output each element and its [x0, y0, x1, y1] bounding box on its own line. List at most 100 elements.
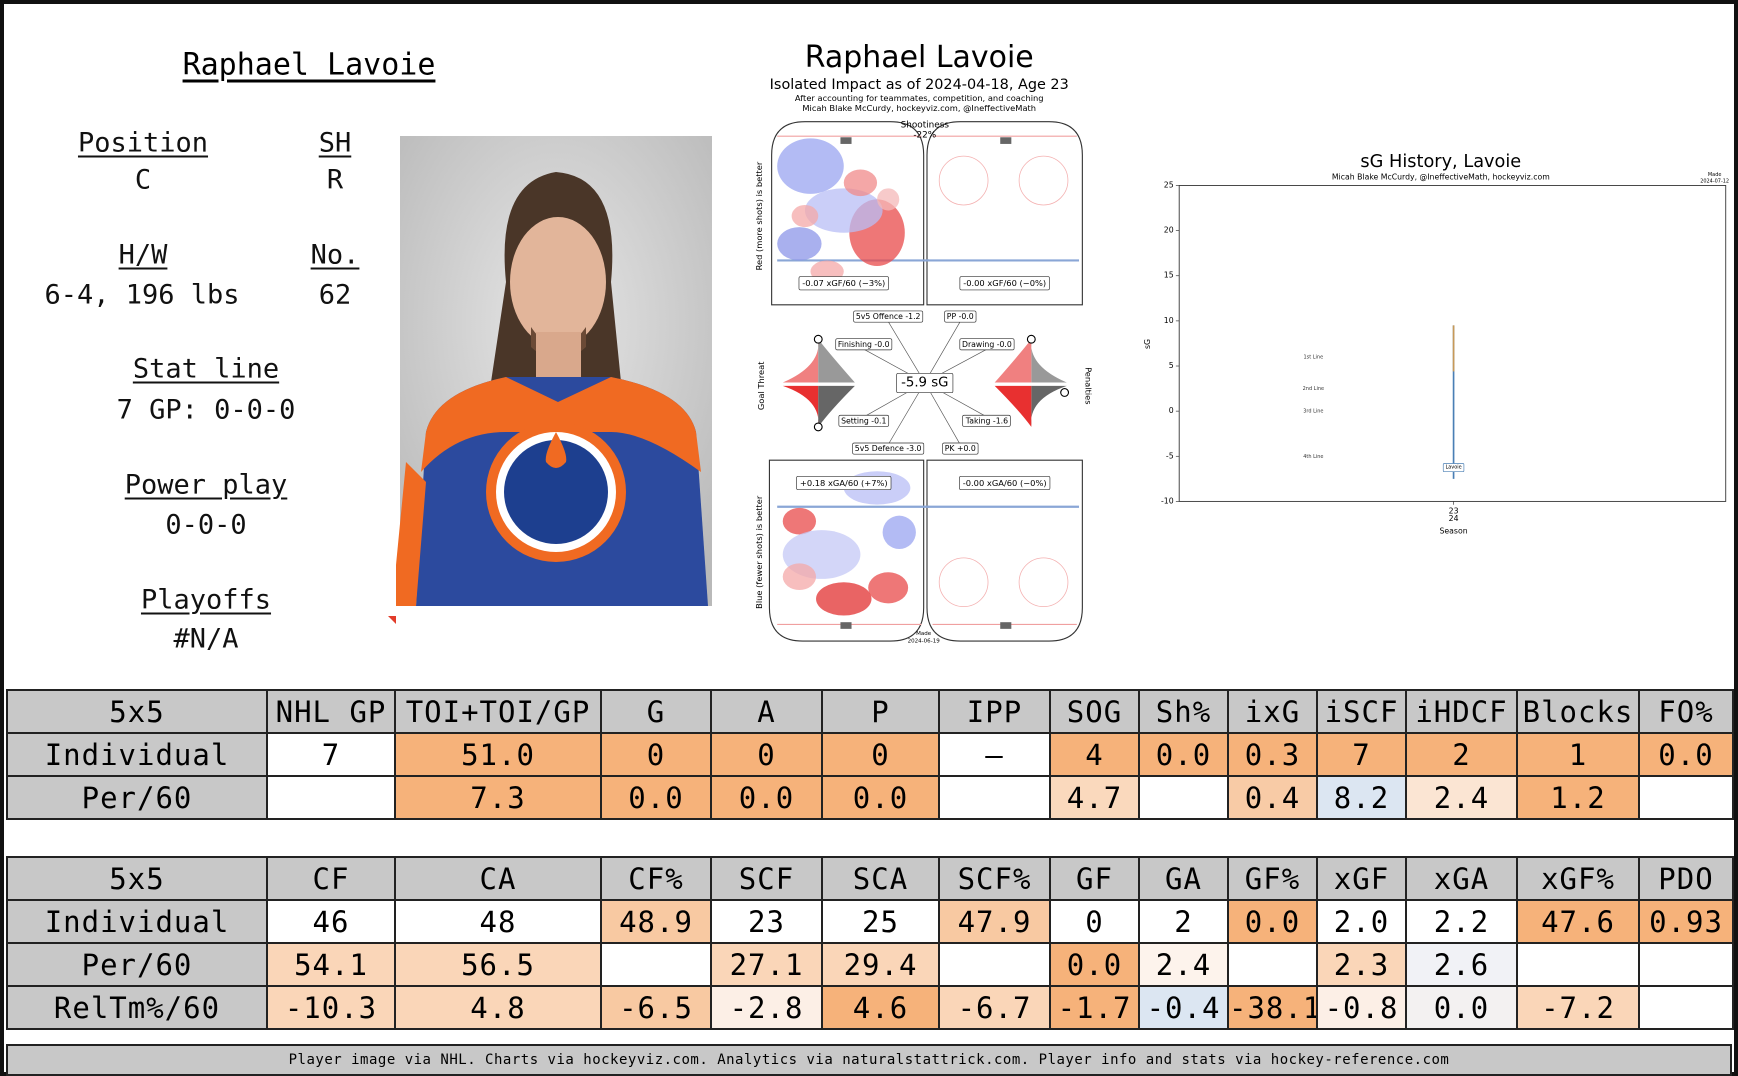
footer: Player image via NHL. Charts via hockeyv…	[6, 1044, 1732, 1076]
stat-cell: 4	[1049, 732, 1140, 777]
stat-cell	[266, 775, 396, 820]
faceoff-circle	[938, 557, 989, 608]
impact-text: 5v5 Defence -3.0	[855, 444, 922, 453]
stat-cell: 0	[710, 732, 823, 777]
spoke	[924, 321, 961, 383]
stat-cell: 0.0	[1049, 942, 1140, 987]
logo-center	[504, 440, 608, 544]
impact-text: Red (more shots) is better	[755, 161, 764, 270]
goal-distribution	[818, 339, 855, 383]
stat-cell: 0.0	[1227, 899, 1318, 944]
neck	[536, 332, 581, 377]
row-header: Individual	[6, 732, 268, 777]
impact-text: -0.00 xGA/60 (−0%)	[963, 478, 1047, 488]
column-header: SOG	[1049, 689, 1140, 734]
penalty-distribution	[1031, 385, 1067, 427]
stat-cell	[600, 942, 712, 987]
impact-text: -5.9 sG	[901, 376, 948, 391]
sg-text: sG	[1143, 339, 1152, 349]
data-row: Per/60 54.1 56.5 27.1 29.4 0.0 2.4 2.3 2.6	[6, 942, 1734, 987]
stat-cell: -38.1	[1227, 985, 1318, 1030]
logo-drop	[545, 432, 567, 468]
goal-distribution	[782, 339, 819, 383]
stat-cell: 47.9	[938, 899, 1051, 944]
stat-cell: 2.0	[1316, 899, 1407, 944]
header-row: 5x5 NHL GP TOI+TOI/GP G A P IPP SOG Sh% ixG iSCF iH…	[6, 689, 1734, 734]
column-header: ixG	[1227, 689, 1318, 734]
info-label: Playoffs	[140, 584, 272, 616]
rink	[926, 121, 1083, 306]
label-box	[959, 276, 1050, 291]
info-label: Stat line	[132, 353, 280, 385]
stat-cell: -0.8	[1316, 985, 1407, 1030]
impact-text: 2024-06-19	[908, 639, 941, 645]
stat-cell: 2.3	[1316, 942, 1407, 987]
stat-cell: 0.3	[1227, 732, 1318, 777]
stat-cell: 29.4	[821, 942, 940, 987]
rink	[926, 459, 1083, 642]
stat-cell	[1516, 942, 1640, 987]
stat-cell: 4.6	[821, 985, 940, 1030]
column-header: iSCF	[1316, 689, 1407, 734]
column-header: xGF	[1316, 856, 1407, 901]
player-photo	[396, 136, 712, 606]
label-box	[959, 338, 1015, 351]
data-row: Individual 7 51.0 0 0 0–4 0.0 0.3 7 2 1 0.0	[6, 732, 1734, 777]
net	[840, 622, 852, 629]
stat-cell: 0	[821, 732, 940, 777]
stat-cell: 1.2	[1516, 775, 1640, 820]
spoke	[887, 321, 926, 383]
row-header: Individual	[6, 899, 268, 944]
label-box	[838, 414, 890, 427]
heat-blob	[877, 188, 900, 211]
stat-cell: 2.4	[1138, 942, 1229, 987]
info-label: Power play	[124, 469, 288, 501]
marker-dot	[1026, 334, 1036, 344]
face	[510, 217, 606, 347]
marker-dot	[1060, 388, 1070, 397]
stat-cell: 0.0	[1405, 985, 1518, 1030]
heat-blob	[816, 582, 872, 616]
sg-text: 0	[1169, 406, 1174, 415]
stat-cell: 2.4	[1405, 775, 1518, 820]
stat-cell: 8.2	[1316, 775, 1407, 820]
label-box	[959, 475, 1051, 490]
stat-cell	[938, 775, 1051, 820]
line-reference: 4th Line	[1303, 454, 1323, 460]
heat-blob	[791, 204, 819, 228]
stat-cell: -2.8	[710, 985, 823, 1030]
stat-cell: 0	[1049, 899, 1140, 944]
impact-text: PP -0.0	[947, 312, 974, 321]
stat-cell: 0	[600, 732, 712, 777]
label-box	[835, 338, 893, 351]
sg-text: Season	[1440, 526, 1468, 535]
column-header: IPP	[938, 689, 1051, 734]
faceoff-circle	[1018, 557, 1069, 608]
stat-cell	[1638, 775, 1734, 820]
column-header: NHL GP	[266, 689, 396, 734]
impact-chart: Raphael Lavoie Isolated Impact as of 2024…	[755, 44, 1093, 645]
impact-text: Isolated Impact as of 2024-04-18, Age 23	[770, 77, 1069, 93]
impact-text: Setting -0.1	[841, 416, 886, 425]
sg-text: -10	[1161, 496, 1174, 505]
data-row: Individual 46 48 48.9 23 25 47.9 0 2 0.0 2.0 2.2 47.…	[6, 899, 1734, 944]
player-name: Raphael Lavoie	[182, 47, 436, 83]
column-header: SCF%	[938, 856, 1051, 901]
stat-cell: 2	[1138, 899, 1229, 944]
sg-text: sG History, Lavoie	[1360, 152, 1521, 172]
column-header: GF%	[1227, 856, 1318, 901]
sleeve	[396, 462, 426, 606]
stat-cell: 0.0	[600, 775, 712, 820]
sg-text: 2024-07-12	[1700, 179, 1729, 185]
impact-text: Blue (fewer shots) is better	[755, 495, 764, 609]
line-reference: 3rd Line	[1303, 409, 1323, 415]
stat-cell: -6.7	[938, 985, 1051, 1030]
stat-cell: 56.5	[394, 942, 602, 987]
impact-text: Penalties	[1083, 367, 1093, 405]
info-value: 6-4, 196 lbs	[44, 279, 240, 311]
stat-cell	[1638, 985, 1734, 1030]
stat-cell	[1138, 775, 1229, 820]
stat-cell: –	[938, 732, 1051, 777]
net	[1000, 137, 1012, 144]
